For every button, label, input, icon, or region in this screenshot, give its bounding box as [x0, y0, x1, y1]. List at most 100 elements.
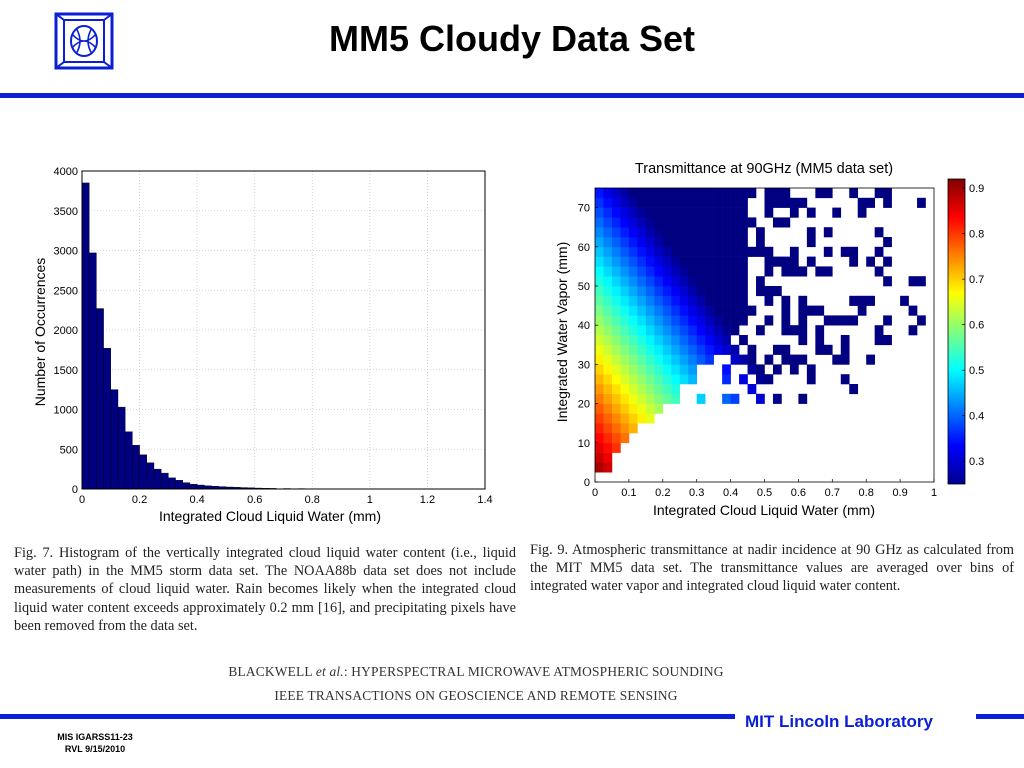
heatmap-cell [688, 335, 697, 346]
heatmap-cell [730, 295, 740, 306]
heatmap-cell [645, 276, 655, 287]
heatmap-cell [645, 384, 655, 395]
histogram-x-tick-label: 0.4 [189, 494, 204, 506]
heatmap-cell [739, 305, 748, 316]
heatmap-cell [628, 217, 638, 228]
heatmap-cell [747, 364, 757, 375]
heatmap-cell [645, 325, 655, 336]
heatmap-cell [611, 423, 621, 434]
mit-ll-logo [54, 12, 114, 70]
heatmap-cell [654, 335, 664, 346]
heatmap-cell [637, 227, 647, 238]
heatmap-cell [637, 207, 647, 218]
heatmap-cell [654, 256, 664, 267]
heatmap-cell [671, 393, 681, 404]
heatmap-cell [671, 335, 681, 346]
heatmap-cell [874, 266, 884, 277]
heatmap-cell [722, 364, 731, 375]
heatmap-y-tick-label: 50 [578, 281, 590, 293]
heatmap-cell [620, 393, 630, 404]
heatmap-cell [611, 413, 621, 424]
lab-name: MIT Lincoln Laboratory [745, 712, 933, 731]
heatmap-x-tick-label: 0.2 [655, 487, 670, 499]
histogram-bar [175, 480, 183, 490]
heatmap-cell [620, 237, 630, 248]
heatmap-cell [798, 315, 808, 326]
heatmap-cell [696, 286, 706, 297]
heatmap-cell [730, 217, 740, 228]
heatmap-cell [713, 315, 723, 326]
heatmap-cell [654, 374, 664, 385]
heatmap-cell [883, 276, 892, 287]
footer-date: RVL 9/15/2010 [64, 744, 126, 754]
heatmap-cell [823, 266, 833, 277]
heatmap-cell [781, 305, 791, 316]
heatmap-cell [662, 344, 672, 355]
heatmap-cell [789, 364, 799, 375]
heatmap-cell [620, 315, 630, 326]
heatmap-cell [696, 207, 706, 218]
heatmap-cell [662, 188, 672, 199]
heatmap-cell [840, 246, 850, 257]
heatmap-cell [747, 217, 757, 228]
heatmap-cell [730, 237, 740, 248]
heatmap-cell [688, 188, 697, 199]
heatmap-cell [679, 295, 689, 306]
heatmap-cell [917, 276, 926, 287]
heatmap-cell [645, 246, 655, 257]
heatmap-cell [679, 364, 689, 375]
heatmap-cell [849, 384, 859, 395]
heatmap-cell [713, 207, 723, 218]
heatmap-cell [620, 364, 630, 375]
heatmap-cell [764, 197, 774, 208]
histogram-y-tick-label: 2000 [54, 325, 78, 337]
heatmap-cell [756, 276, 765, 287]
heatmap-cell [781, 266, 791, 277]
heatmap-cell [688, 256, 697, 267]
heatmap-y-label: Integrated Water Vapor (mm) [554, 242, 570, 423]
heatmap-cell [713, 246, 723, 257]
histogram-y-tick-label: 1500 [54, 365, 78, 377]
heatmap-cell [772, 286, 782, 297]
heatmap-cell [611, 217, 621, 228]
heatmap-cell [739, 374, 748, 385]
heatmap-cell [603, 246, 613, 257]
heatmap-cell [595, 246, 604, 257]
heatmap-cell [781, 295, 791, 306]
heatmap-cell [849, 256, 859, 267]
heatmap-cell [772, 256, 782, 267]
heatmap-cell [637, 246, 647, 257]
heatmap-cell [840, 344, 850, 355]
heatmap-cell [671, 325, 681, 336]
heatmap-cell [628, 364, 638, 375]
footer-divider-right [976, 714, 1024, 719]
heatmap-cell [696, 325, 706, 336]
heatmap-cell [662, 217, 672, 228]
heatmap-cell [730, 266, 740, 277]
histogram-x-tick-label: 1 [367, 494, 373, 506]
heatmap-cell [628, 413, 638, 424]
heatmap-cell [671, 384, 681, 395]
heatmap-cell [722, 207, 731, 218]
heatmap-cell [798, 325, 808, 336]
histogram-bar [81, 182, 90, 490]
histogram-y-tick-label: 1000 [54, 405, 78, 417]
histogram-y-tick-label: 2500 [54, 285, 78, 297]
heatmap-cell [789, 354, 799, 365]
heatmap-cell [637, 197, 647, 208]
heatmap-cell [908, 305, 918, 316]
heatmap-cell [654, 393, 664, 404]
heatmap-cell [637, 335, 647, 346]
heatmap-cell [654, 295, 664, 306]
heatmap-cell [696, 393, 706, 404]
heatmap-cell [713, 344, 723, 355]
heatmap-cell [611, 315, 621, 326]
heatmap-cell [662, 266, 672, 277]
heatmap-cell [705, 246, 714, 257]
heatmap-cell [756, 227, 765, 238]
heatmap-cell [620, 207, 630, 218]
heatmap-cell [595, 403, 604, 414]
heatmap-cell [722, 188, 731, 199]
heatmap-cell [645, 413, 655, 424]
heatmap-cell [705, 266, 714, 277]
